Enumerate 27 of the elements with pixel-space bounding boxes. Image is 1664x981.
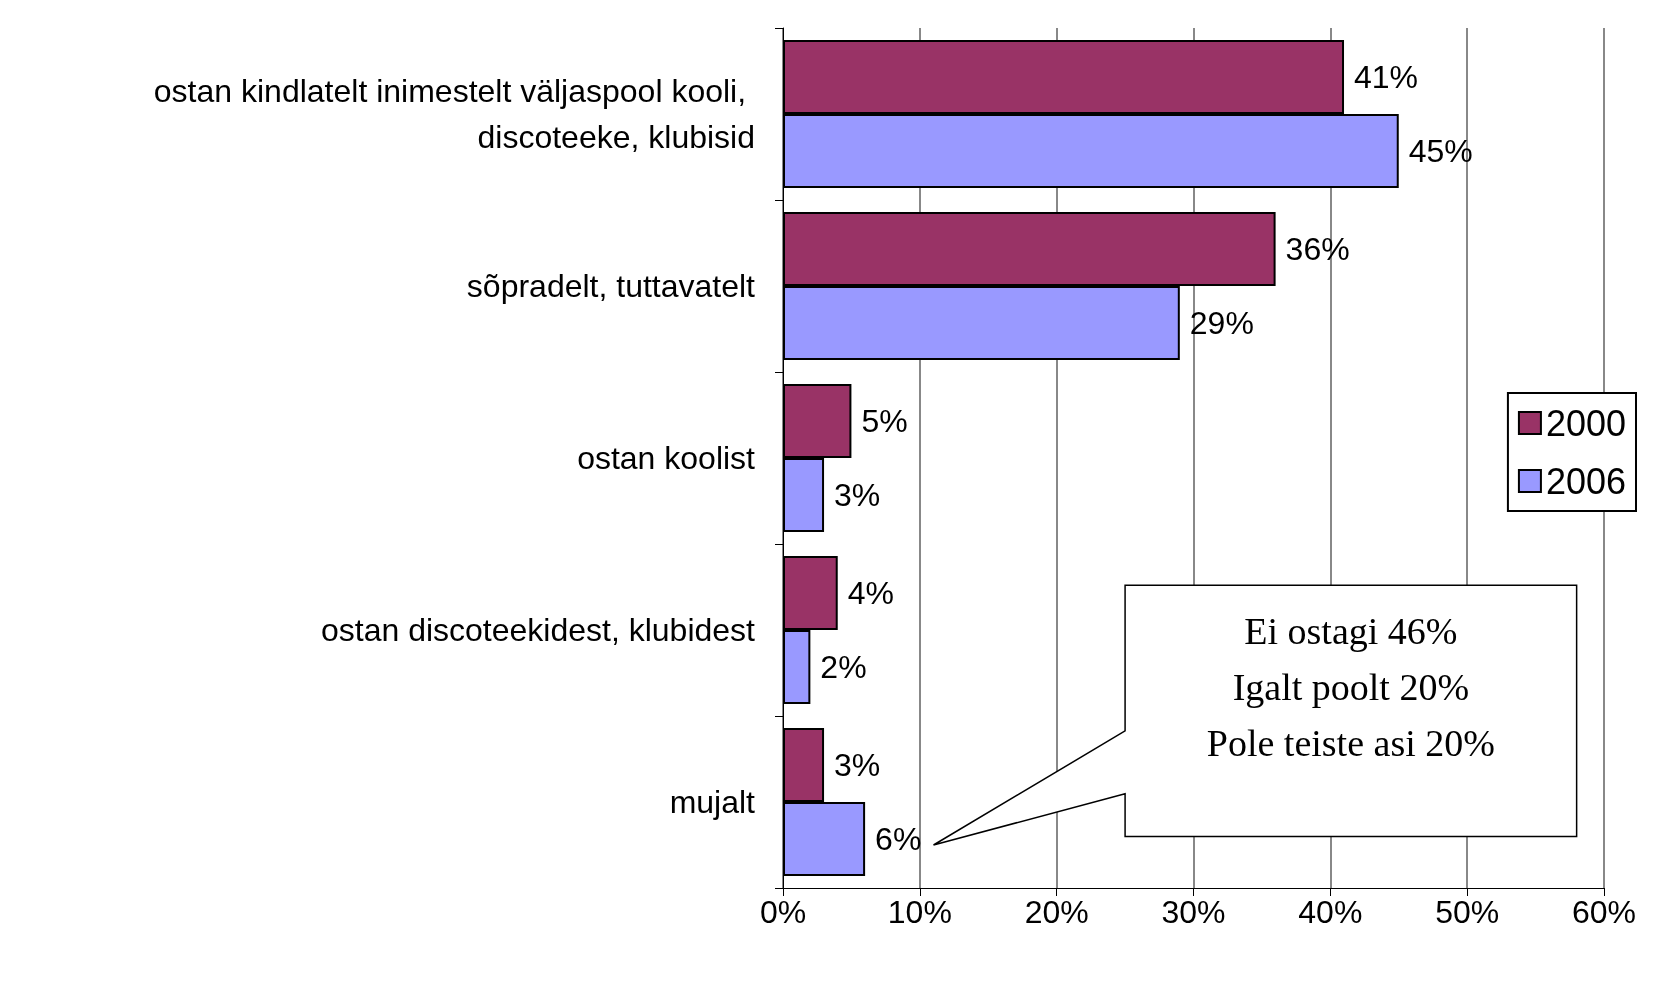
x-tick-label: 30% bbox=[1161, 894, 1226, 930]
data-label: 3% bbox=[834, 476, 881, 513]
data-label: 3% bbox=[834, 747, 881, 784]
x-tick-label: 0% bbox=[759, 894, 807, 930]
x-tick-label: 60% bbox=[1571, 894, 1637, 930]
data-label: 45% bbox=[1408, 132, 1473, 169]
legend-label: 2000 bbox=[1545, 402, 1627, 444]
y-tick-label: ostan kindlatelt inimestelt väljaspool kooli, discoteeke, klubisid bbox=[153, 73, 755, 155]
annotation: Igalt poolt 20% bbox=[1232, 666, 1470, 709]
x-tick-label: 20% bbox=[1024, 894, 1089, 930]
annotation: Ei ostagi 46% bbox=[1244, 610, 1458, 653]
data-label: 4% bbox=[847, 575, 894, 612]
data-label: 2% bbox=[820, 648, 867, 685]
y-tick-label: ostan koolist bbox=[577, 440, 756, 476]
data-label: 41% bbox=[1354, 59, 1419, 96]
legend-label: 2006 bbox=[1545, 460, 1627, 502]
y-tick-label: mujalt bbox=[669, 784, 756, 820]
x-tick-label: 50% bbox=[1435, 894, 1500, 930]
x-tick-label: 10% bbox=[887, 894, 952, 930]
y-tick-label: sõpradelt, tuttavatelt bbox=[466, 268, 756, 304]
x-tick-label: 40% bbox=[1298, 894, 1363, 930]
y-tick-label: ostan discoteekidest, klubidest bbox=[320, 612, 756, 648]
data-label: 29% bbox=[1189, 304, 1254, 341]
data-label: 5% bbox=[861, 403, 908, 440]
annotation: Pole teiste asi 20% bbox=[1206, 722, 1495, 765]
data-label: 36% bbox=[1285, 231, 1350, 268]
data-label: 6% bbox=[875, 820, 922, 857]
